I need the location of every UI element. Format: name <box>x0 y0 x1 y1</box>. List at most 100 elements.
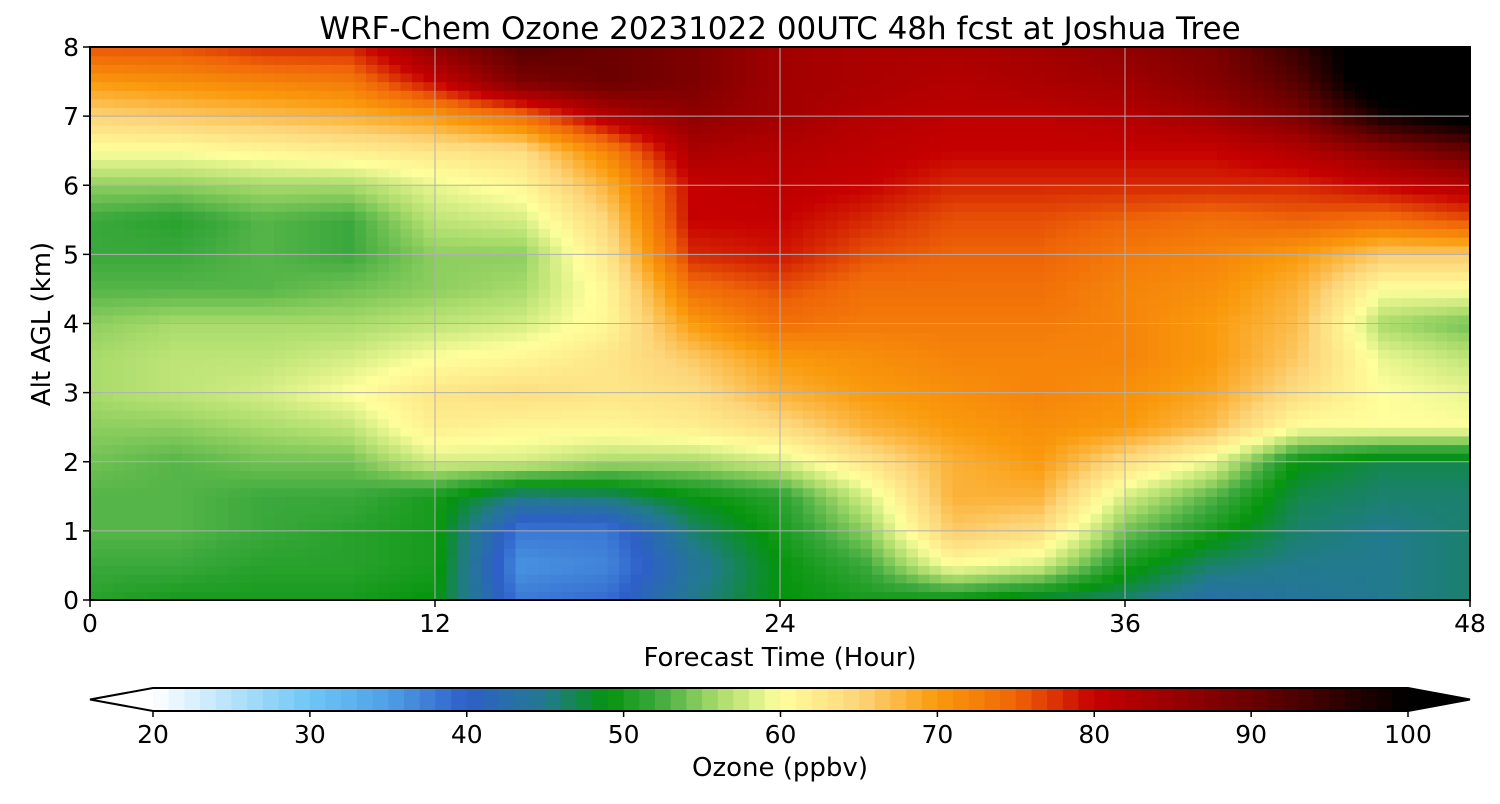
heatmap-cell <box>423 556 436 567</box>
heatmap-cell <box>423 306 436 316</box>
heatmap-cell <box>182 314 195 325</box>
heatmap-cell <box>734 461 747 471</box>
heatmap-cell <box>343 574 356 584</box>
heatmap-cell <box>1320 314 1333 325</box>
heatmap-cell <box>1458 504 1470 515</box>
heatmap-cell <box>377 574 390 584</box>
heatmap-cell <box>630 444 643 454</box>
heatmap-cell <box>274 288 287 299</box>
heatmap-cell <box>1113 280 1126 290</box>
heatmap-cell <box>1217 470 1230 480</box>
heatmap-cell <box>1159 504 1172 515</box>
heatmap-cell <box>400 392 413 402</box>
heatmap-cell <box>849 366 862 376</box>
heatmap-cell <box>975 254 988 264</box>
heatmap-cell <box>929 504 942 515</box>
heatmap-cell <box>699 332 712 342</box>
heatmap-cell <box>285 504 298 515</box>
heatmap-cell <box>768 556 781 567</box>
heatmap-cell <box>1205 574 1218 584</box>
heatmap-cell <box>1182 323 1195 333</box>
heatmap-cell <box>1320 470 1333 480</box>
heatmap-cell <box>653 237 666 247</box>
heatmap-cell <box>113 522 126 532</box>
heatmap-cell <box>1136 591 1149 600</box>
heatmap-cell <box>791 427 804 437</box>
heatmap-cell <box>1010 366 1023 376</box>
heatmap-cell <box>952 444 965 454</box>
heatmap-cell <box>665 245 678 255</box>
heatmap-cell <box>1458 548 1470 558</box>
heatmap-cell <box>734 530 747 541</box>
heatmap-cell <box>1102 297 1115 307</box>
heatmap-cell <box>435 306 448 316</box>
heatmap-cell <box>1332 340 1345 351</box>
heatmap-cell <box>412 263 425 273</box>
heatmap-cell <box>768 340 781 351</box>
heatmap-cell <box>837 375 850 385</box>
heatmap-cell <box>653 280 666 290</box>
heatmap-cell <box>975 392 988 402</box>
heatmap-cell <box>1263 565 1276 575</box>
heatmap-cell <box>1159 574 1172 584</box>
heatmap-cell <box>170 306 183 316</box>
heatmap-cell <box>446 522 459 532</box>
heatmap-cell <box>1205 487 1218 497</box>
heatmap-cell <box>998 435 1011 446</box>
heatmap-cell <box>1125 306 1138 316</box>
heatmap-cell <box>1079 263 1092 273</box>
heatmap-cell <box>492 409 505 420</box>
heatmap-cell <box>1401 591 1414 600</box>
heatmap-cell <box>1412 435 1425 446</box>
heatmap-cell <box>837 340 850 351</box>
heatmap-cell <box>1297 470 1310 480</box>
heatmap-cell <box>607 556 620 567</box>
heatmap-cell <box>228 461 241 471</box>
heatmap-cell <box>1136 332 1149 342</box>
heatmap-cell <box>1159 479 1172 489</box>
heatmap-cell <box>699 409 712 420</box>
heatmap-cell <box>1263 358 1276 368</box>
heatmap-cell <box>170 237 183 247</box>
heatmap-cell <box>343 427 356 437</box>
heatmap-cell <box>1182 245 1195 255</box>
heatmap-cell <box>193 513 206 523</box>
heatmap-cell <box>1332 288 1345 299</box>
heatmap-cell <box>906 288 919 299</box>
heatmap-cell <box>642 288 655 299</box>
heatmap-cell <box>1412 306 1425 316</box>
heatmap-cell <box>481 479 494 489</box>
heatmap-cell <box>538 340 551 351</box>
heatmap-cell <box>791 409 804 420</box>
heatmap-cell <box>1136 383 1149 394</box>
heatmap-cell <box>1079 530 1092 541</box>
heatmap-cell <box>860 487 873 497</box>
heatmap-cell <box>446 288 459 299</box>
heatmap-cell <box>699 574 712 584</box>
heatmap-cell <box>423 565 436 575</box>
heatmap-cell <box>205 522 218 532</box>
heatmap-cell <box>1010 574 1023 584</box>
heatmap-cell <box>101 418 114 428</box>
heatmap-cell <box>699 461 712 471</box>
heatmap-cell <box>826 271 839 281</box>
heatmap-cell <box>170 522 183 532</box>
heatmap-cell <box>1090 375 1103 385</box>
heatmap-cell <box>354 271 367 281</box>
heatmap-cell <box>1033 314 1046 325</box>
heatmap-cell <box>377 409 390 420</box>
heatmap-cell <box>446 574 459 584</box>
heatmap-cell <box>1309 522 1322 532</box>
heatmap-cell <box>538 245 551 255</box>
heatmap-cell <box>147 306 160 316</box>
heatmap-cell <box>699 435 712 446</box>
heatmap-cell <box>596 392 609 402</box>
heatmap-cell <box>1332 453 1345 463</box>
heatmap-cell <box>251 288 264 299</box>
heatmap-cell <box>619 565 632 575</box>
heatmap-cell <box>1274 306 1287 316</box>
heatmap-cell <box>768 237 781 247</box>
heatmap-cell <box>170 539 183 549</box>
heatmap-cell <box>481 306 494 316</box>
heatmap-cell <box>1378 392 1391 402</box>
